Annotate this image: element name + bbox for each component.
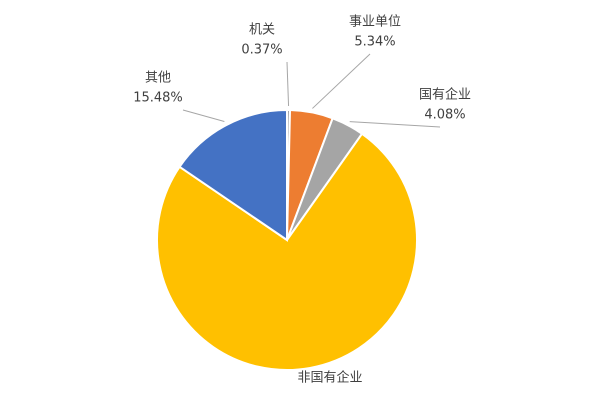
slice-label: 非国有企业 [297, 370, 362, 386]
value-label: 0.37% [241, 43, 282, 58]
leader-line [286, 61, 290, 107]
pie-slice [178, 108, 288, 242]
slice-label: 其他 [145, 71, 171, 86]
slice-label: 机关 [249, 23, 275, 38]
value-label: 4.08% [424, 108, 465, 123]
value-label: 5.34% [354, 35, 395, 50]
slice-label: 事业单位 [349, 15, 401, 30]
leader-line [349, 121, 441, 128]
pie-slice [156, 132, 418, 371]
value-label: 15.48% [133, 91, 183, 106]
slice-label: 国有企业 [419, 87, 471, 103]
leader-line [312, 53, 371, 109]
leader-line [182, 109, 225, 123]
